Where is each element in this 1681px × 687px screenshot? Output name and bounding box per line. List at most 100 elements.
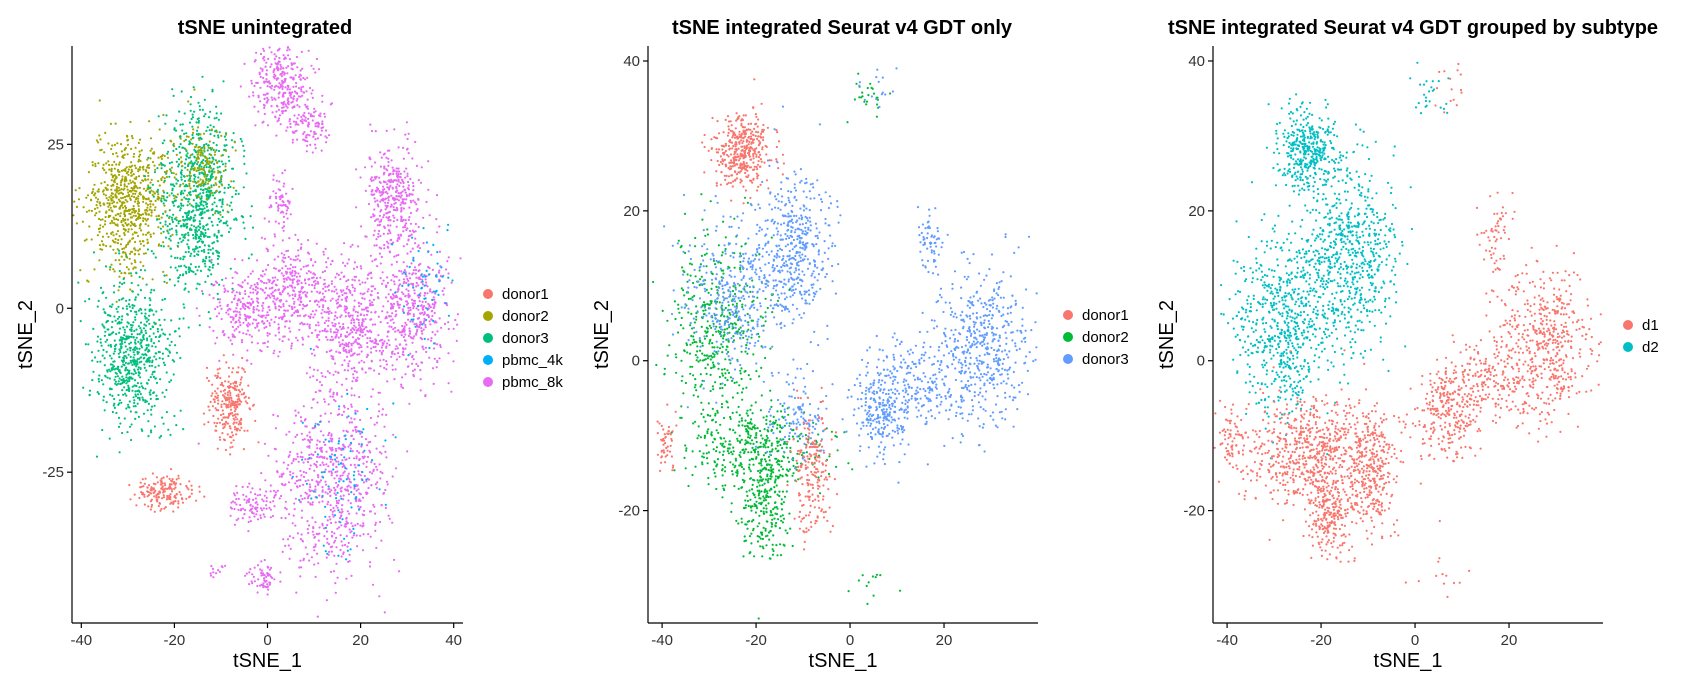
data-point xyxy=(415,164,418,167)
data-point xyxy=(175,482,178,485)
data-point xyxy=(194,273,197,276)
data-point xyxy=(362,308,365,311)
data-point xyxy=(221,409,224,412)
data-point xyxy=(179,207,182,210)
data-point xyxy=(210,128,213,131)
data-point xyxy=(407,293,410,296)
data-point xyxy=(237,366,240,369)
data-point xyxy=(219,413,223,417)
data-point xyxy=(112,352,115,355)
data-point xyxy=(300,300,303,303)
data-point xyxy=(180,178,183,181)
data-point xyxy=(277,209,280,212)
data-point xyxy=(298,275,301,278)
data-point xyxy=(273,233,276,236)
data-point xyxy=(286,217,289,220)
data-point xyxy=(273,68,276,71)
data-point xyxy=(174,344,177,347)
data-point xyxy=(438,317,441,320)
data-point xyxy=(298,296,301,299)
data-point xyxy=(99,224,102,227)
data-point xyxy=(123,215,126,218)
data-point xyxy=(270,51,273,54)
data-point xyxy=(211,224,214,227)
data-point xyxy=(190,217,193,220)
data-point xyxy=(252,306,255,309)
data-point xyxy=(126,139,129,142)
data-point xyxy=(164,220,167,223)
data-point xyxy=(378,176,381,179)
data-point xyxy=(143,356,146,359)
data-point xyxy=(311,89,314,92)
data-point xyxy=(273,321,276,324)
data-point xyxy=(403,326,406,329)
data-point xyxy=(323,310,326,313)
data-point xyxy=(132,209,135,212)
data-point xyxy=(150,431,153,434)
data-point xyxy=(200,196,203,200)
data-point xyxy=(357,245,360,248)
data-point xyxy=(161,497,164,500)
data-point xyxy=(115,372,118,375)
data-point xyxy=(121,315,124,318)
data-point xyxy=(284,270,288,273)
data-point xyxy=(153,192,157,195)
data-point xyxy=(179,356,182,360)
data-point xyxy=(184,138,187,141)
data-point xyxy=(319,276,322,279)
data-point xyxy=(234,416,237,419)
data-point xyxy=(301,94,304,97)
data-point xyxy=(181,129,184,132)
data-point xyxy=(385,206,388,209)
data-point xyxy=(305,272,308,275)
data-point xyxy=(303,279,306,282)
data-point xyxy=(125,376,128,379)
data-point xyxy=(119,215,122,218)
data-point xyxy=(201,212,204,215)
data-point xyxy=(229,427,232,430)
data-point xyxy=(258,71,261,74)
data-point xyxy=(200,147,203,150)
data-point xyxy=(396,175,399,178)
data-point xyxy=(283,72,286,75)
data-point xyxy=(215,336,219,339)
data-point xyxy=(137,217,140,220)
data-point xyxy=(277,207,280,210)
data-point xyxy=(219,179,222,182)
data-point xyxy=(105,211,108,214)
data-point xyxy=(244,317,247,320)
data-point xyxy=(412,307,415,310)
data-point xyxy=(407,152,410,155)
data-point xyxy=(197,236,200,239)
data-point xyxy=(373,369,376,372)
data-point xyxy=(174,500,177,503)
data-point xyxy=(174,129,178,132)
data-point xyxy=(119,263,122,266)
data-point xyxy=(345,377,348,380)
data-point xyxy=(368,156,371,159)
data-point xyxy=(220,178,223,181)
data-point xyxy=(411,157,414,160)
data-point xyxy=(340,271,343,274)
data-point xyxy=(117,186,120,189)
data-point xyxy=(382,232,385,235)
data-point xyxy=(342,347,345,350)
data-point xyxy=(400,291,404,294)
data-point xyxy=(125,325,129,328)
data-point xyxy=(93,207,97,210)
data-point xyxy=(407,318,410,321)
data-point xyxy=(385,346,388,349)
data-point xyxy=(263,112,266,116)
data-point xyxy=(207,421,210,424)
data-point xyxy=(132,373,135,376)
data-point xyxy=(335,299,338,302)
data-point xyxy=(436,361,439,364)
data-point xyxy=(427,160,430,163)
data-point xyxy=(361,331,364,334)
data-point xyxy=(273,297,276,300)
data-point xyxy=(115,300,118,303)
data-point xyxy=(342,349,345,352)
data-point xyxy=(142,200,145,203)
data-point xyxy=(116,182,119,186)
data-point xyxy=(248,333,251,336)
